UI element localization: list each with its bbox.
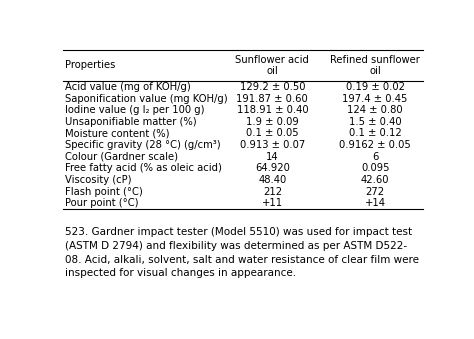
Text: 0.9162 ± 0.05: 0.9162 ± 0.05 <box>339 140 411 150</box>
Text: 1.9 ± 0.09: 1.9 ± 0.09 <box>246 117 299 127</box>
Text: 1.5 ± 0.40: 1.5 ± 0.40 <box>349 117 401 127</box>
Text: Unsaponifiable matter (%): Unsaponifiable matter (%) <box>65 117 196 127</box>
Text: +11: +11 <box>262 198 283 208</box>
Text: 124 ± 0.80: 124 ± 0.80 <box>347 105 403 115</box>
Text: 0.913 ± 0.07: 0.913 ± 0.07 <box>240 140 305 150</box>
Text: Properties: Properties <box>65 60 115 71</box>
Text: 197.4 ± 0.45: 197.4 ± 0.45 <box>343 94 408 104</box>
Text: Sunflower acid
oil: Sunflower acid oil <box>236 55 309 76</box>
Text: 0.1 ± 0.12: 0.1 ± 0.12 <box>349 128 401 138</box>
Text: Pour point (°C): Pour point (°C) <box>65 198 138 208</box>
Text: Iodine value (g I₂ per 100 g): Iodine value (g I₂ per 100 g) <box>65 105 204 115</box>
Text: 64.920: 64.920 <box>255 163 290 173</box>
Text: Refined sunflower
oil: Refined sunflower oil <box>330 55 420 76</box>
Text: 0.1 ± 0.05: 0.1 ± 0.05 <box>246 128 299 138</box>
Text: +14: +14 <box>365 198 386 208</box>
Text: 6: 6 <box>372 152 378 162</box>
Text: Saponification value (mg KOH/g): Saponification value (mg KOH/g) <box>65 94 228 104</box>
Text: 212: 212 <box>263 186 282 197</box>
Text: 272: 272 <box>365 186 385 197</box>
Text: Moisture content (%): Moisture content (%) <box>65 128 169 138</box>
Text: Specific gravity (28 °C) (g/cm³): Specific gravity (28 °C) (g/cm³) <box>65 140 220 150</box>
Text: 42.60: 42.60 <box>361 175 390 185</box>
Text: 0.19 ± 0.02: 0.19 ± 0.02 <box>346 82 405 92</box>
Text: 48.40: 48.40 <box>258 175 286 185</box>
Text: Free fatty acid (% as oleic acid): Free fatty acid (% as oleic acid) <box>65 163 222 173</box>
Text: Acid value (mg of KOH/g): Acid value (mg of KOH/g) <box>65 82 191 92</box>
Text: 129.2 ± 0.50: 129.2 ± 0.50 <box>239 82 305 92</box>
Text: Flash point (°C): Flash point (°C) <box>65 186 143 197</box>
Text: 118.91 ± 0.40: 118.91 ± 0.40 <box>237 105 308 115</box>
Text: 191.87 ± 0.60: 191.87 ± 0.60 <box>237 94 308 104</box>
Text: 0.095: 0.095 <box>361 163 390 173</box>
Text: Viscosity (cP): Viscosity (cP) <box>65 175 131 185</box>
Text: 14: 14 <box>266 152 279 162</box>
Text: Colour (Gardner scale): Colour (Gardner scale) <box>65 152 178 162</box>
Text: 523. Gardner impact tester (Model 5510) was used for impact test
(ASTM D 2794) a: 523. Gardner impact tester (Model 5510) … <box>65 227 419 278</box>
